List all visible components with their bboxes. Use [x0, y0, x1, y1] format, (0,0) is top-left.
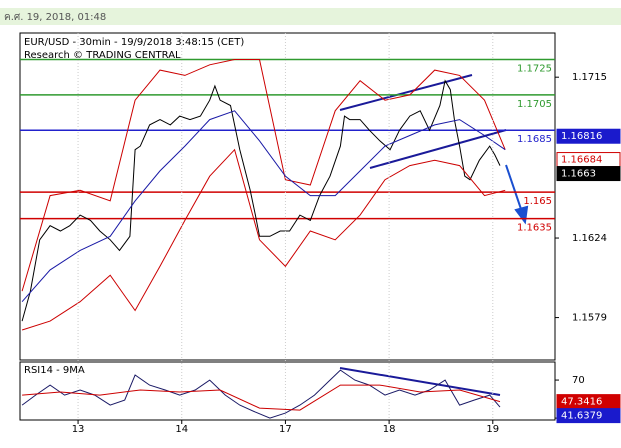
price-tag-label: 47.3416 — [561, 397, 602, 408]
series-line — [22, 384, 501, 411]
y-tick-label: 1.1624 — [572, 233, 607, 244]
rsi-trendline — [339, 367, 501, 396]
price-tag — [556, 128, 621, 144]
chart-title: EUR/USD - 30min - 19/9/2018 3:48:15 (CET… — [24, 37, 244, 48]
header-text: ค.ศ. 19, 2018, 01:48 — [4, 12, 106, 23]
x-tick-label: 14 — [175, 424, 188, 435]
y-tick-label: 1.1715 — [572, 72, 607, 83]
series-line — [21, 110, 506, 303]
price-tag — [556, 166, 621, 182]
price-frame — [19, 32, 556, 361]
x-tick-label: 13 — [72, 424, 85, 435]
arrow-head — [514, 205, 529, 225]
x-tick-label: 19 — [486, 424, 499, 435]
level-label: 1.1705 — [517, 99, 552, 110]
price-tag-label: 1.1663 — [561, 169, 596, 180]
rsi-title: RSI14 - 9MA — [24, 365, 85, 376]
channel-top — [339, 74, 473, 111]
channel-bottom — [369, 129, 507, 169]
y-tick-label: 70 — [572, 375, 585, 386]
rsi-frame — [19, 361, 556, 421]
series-line — [21, 59, 506, 292]
price-tag — [556, 408, 621, 424]
arrow-shaft — [505, 164, 523, 213]
annotations — [339, 74, 529, 396]
series-line — [21, 148, 506, 331]
chart-subtitle: Research © TRADING CENTRAL — [24, 50, 181, 61]
header-bar — [0, 8, 621, 25]
x-tick-label: 18 — [383, 424, 396, 435]
price-tag-label: 1.16684 — [561, 155, 602, 166]
level-label: 1.165 — [523, 196, 552, 207]
y-tick-label: 1.1579 — [572, 313, 607, 324]
price-tag-label: 1.16816 — [561, 131, 602, 142]
level-label: 1.1685 — [517, 134, 552, 145]
x-tick-label: 17 — [279, 424, 292, 435]
level-label: 1.1635 — [517, 223, 552, 234]
series-line — [21, 79, 501, 322]
series-line — [21, 369, 501, 419]
price-tag-label: 41.6379 — [561, 411, 602, 422]
level-label: 1.1725 — [517, 64, 552, 75]
